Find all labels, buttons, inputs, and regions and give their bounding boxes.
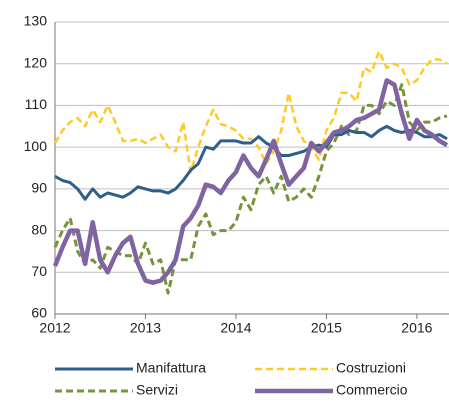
y-tick-label: 90 (31, 180, 47, 196)
x-tick-label: 2015 (311, 320, 342, 336)
y-tick-label: 100 (24, 138, 48, 154)
series-line (54, 124, 448, 201)
series-line (53, 83, 448, 295)
y-tick-label: 70 (31, 263, 47, 279)
x-tick-label: 2014 (220, 320, 251, 336)
y-tick-label: 120 (24, 54, 48, 70)
x-tick-label: 2013 (130, 320, 161, 336)
y-tick-label: 80 (31, 221, 47, 237)
legend-label: Commercio (336, 382, 408, 398)
legend-label: Servizi (136, 382, 178, 398)
series-line (53, 49, 448, 174)
legend-label: Costruzioni (336, 360, 406, 376)
x-tick-label: 2012 (39, 320, 70, 336)
y-tick-label: 60 (31, 305, 47, 321)
y-tick-label: 110 (25, 96, 48, 112)
series-line (52, 78, 449, 285)
x-tick-label: 2016 (401, 320, 432, 336)
y-tick-label: 130 (24, 13, 48, 29)
legend-label: Manifattura (136, 360, 206, 376)
